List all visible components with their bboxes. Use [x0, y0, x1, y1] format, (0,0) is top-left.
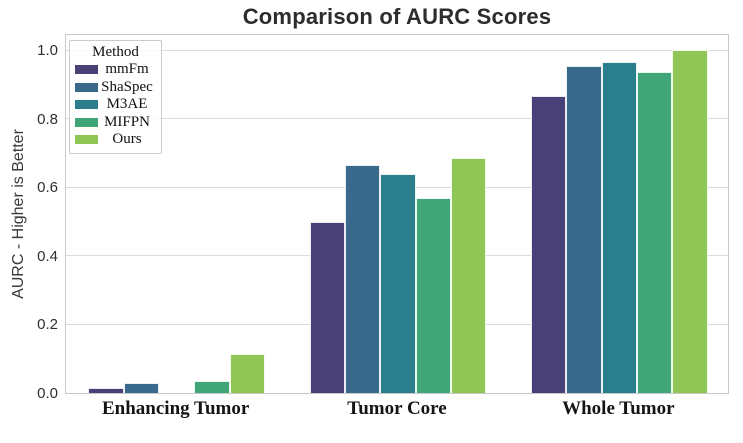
- legend-items: mmFm ShaSpec M3AE MIFPN Ours: [70, 61, 161, 149]
- bar-shaspec-enhancing-tumor: [123, 382, 159, 393]
- x-category-label: Enhancing Tumor: [101, 398, 250, 419]
- legend-item-shaspec: ShaSpec: [70, 79, 161, 97]
- legend: Method mmFm ShaSpec M3AE MIFPN Ours: [69, 40, 162, 154]
- y-tick-label: 0.2: [37, 316, 58, 334]
- bar-mifpn-whole-tumor: [637, 72, 673, 393]
- bar-ours-whole-tumor: [672, 50, 708, 393]
- y-tick-label: 0.8: [37, 110, 58, 128]
- legend-item-label: M3AE: [106, 96, 148, 113]
- bar-shaspec-tumor-core: [344, 165, 381, 393]
- legend-swatch-icon: [75, 100, 98, 110]
- bar-m3ae-whole-tumor: [601, 62, 638, 393]
- legend-item-mifpn: MIFPN: [70, 114, 161, 132]
- legend-item-m3ae: M3AE: [70, 96, 161, 114]
- bar-shaspec-whole-tumor: [566, 65, 602, 393]
- bar-ours-enhancing-tumor: [229, 353, 266, 393]
- gridline: [66, 118, 728, 120]
- legend-item-ours: Ours: [70, 131, 161, 149]
- bar-mmfm-tumor-core: [309, 221, 345, 393]
- legend-item-label: mmFm: [105, 61, 149, 78]
- y-tick-labels: 0.0 0.2 0.4 0.6 0.8 1.0: [0, 34, 58, 402]
- legend-swatch-icon: [75, 117, 98, 127]
- bar-mmfm-whole-tumor: [530, 96, 567, 393]
- gridline: [66, 49, 728, 51]
- legend-item-label: Ours: [112, 131, 142, 148]
- bar-ours-tumor-core: [451, 158, 487, 393]
- legend-item-mmfm: mmFm: [70, 61, 161, 79]
- y-tick-label: 0.4: [37, 247, 58, 265]
- chart-title: Comparison of AURC Scores: [242, 4, 552, 29]
- legend-swatch-icon: [75, 65, 98, 75]
- x-category-label: Whole Tumor: [562, 398, 675, 419]
- legend-item-label: ShaSpec: [101, 78, 153, 95]
- y-tick-label: 1.0: [37, 42, 58, 60]
- x-category-label: Tumor Core: [347, 398, 447, 419]
- legend-swatch-icon: [75, 82, 98, 92]
- y-tick-label: 0.0: [37, 385, 58, 402]
- bar-m3ae-tumor-core: [380, 173, 416, 393]
- bar-mmfm-enhancing-tumor: [88, 387, 124, 393]
- legend-item-label: MIFPN: [104, 113, 150, 130]
- legend-swatch-icon: [75, 135, 98, 145]
- bar-mifpn-enhancing-tumor: [194, 381, 230, 393]
- y-tick-label: 0.6: [37, 179, 58, 197]
- bar-mifpn-tumor-core: [415, 197, 452, 393]
- legend-title: Method: [92, 44, 139, 60]
- plot-area: Method mmFm ShaSpec M3AE MIFPN Ours: [65, 34, 729, 394]
